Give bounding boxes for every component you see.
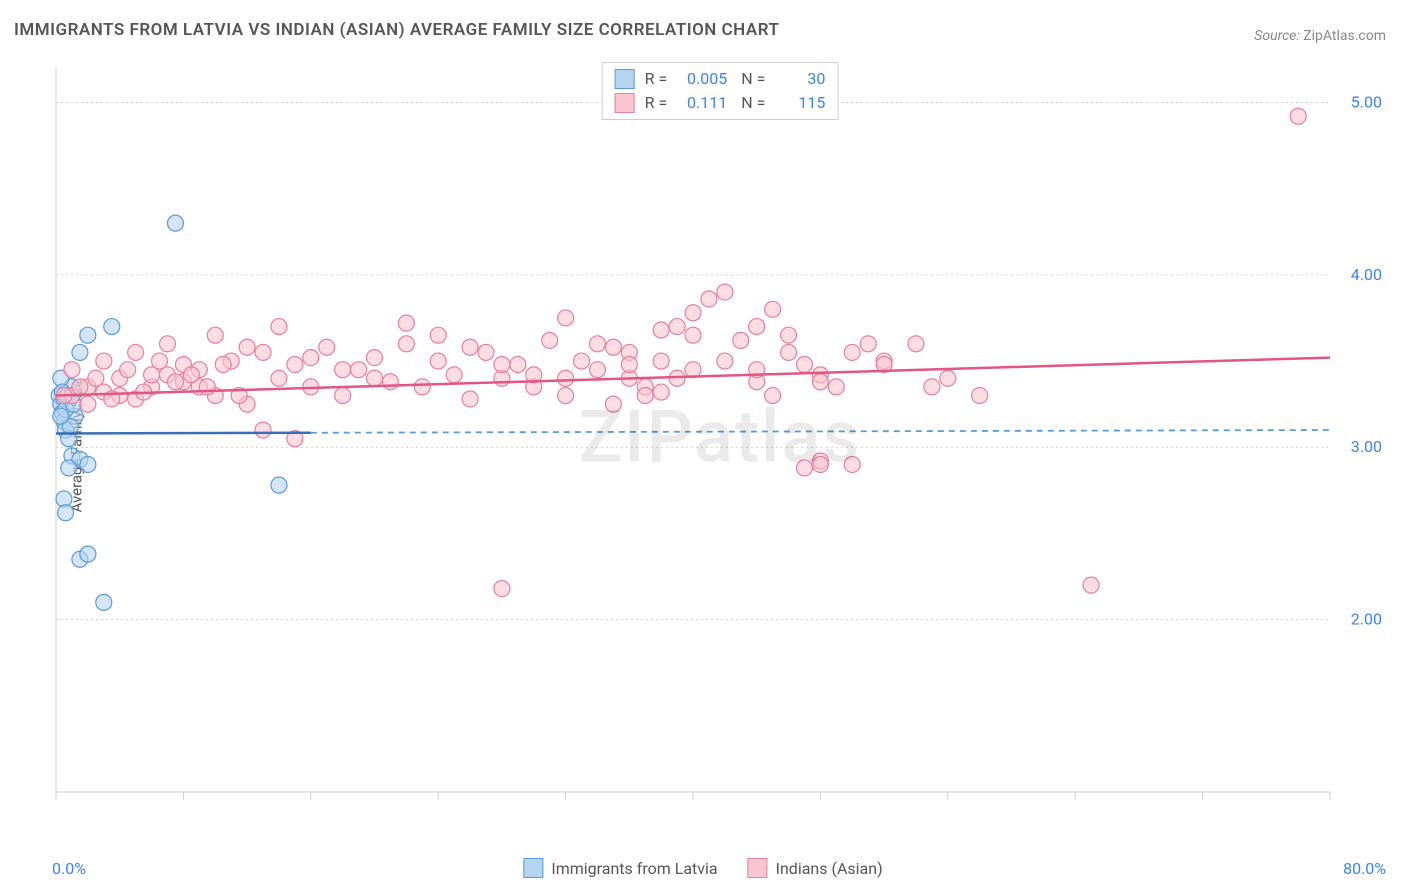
swatch-latvia xyxy=(615,69,635,89)
r-value-latvia: 0.005 xyxy=(677,67,727,91)
svg-text:2.00: 2.00 xyxy=(1351,610,1382,629)
scatter-plot: 2.00 3.00 4.00 5.00 xyxy=(50,62,1390,812)
legend-swatch-indian xyxy=(748,858,768,878)
correlation-legend: R =0.005 N =30 R =0.111 N =115 xyxy=(602,62,839,120)
legend-swatch-latvia xyxy=(523,858,543,878)
svg-text:5.00: 5.00 xyxy=(1351,92,1382,111)
x-axis-min-label: 0.0% xyxy=(52,859,86,878)
r-value-indian: 0.111 xyxy=(677,91,727,115)
n-value-indian: 115 xyxy=(775,91,825,115)
correlation-row-latvia: R =0.005 N =30 xyxy=(615,67,826,91)
n-value-latvia: 30 xyxy=(775,67,825,91)
legend-item-indian: Indians (Asian) xyxy=(748,858,883,878)
source-attribution: Source: ZipAtlas.com xyxy=(1254,28,1386,44)
svg-text:3.00: 3.00 xyxy=(1351,437,1382,456)
svg-text:4.00: 4.00 xyxy=(1351,265,1382,284)
source-label: Source: xyxy=(1254,28,1299,44)
legend-item-latvia: Immigrants from Latvia xyxy=(523,858,717,878)
swatch-indian xyxy=(615,93,635,113)
legend-label-latvia: Immigrants from Latvia xyxy=(551,859,717,878)
chart-title: IMMIGRANTS FROM LATVIA VS INDIAN (ASIAN)… xyxy=(14,20,779,40)
source-site: ZipAtlas.com xyxy=(1303,28,1386,44)
correlation-row-indian: R =0.111 N =115 xyxy=(615,91,826,115)
legend-label-indian: Indians (Asian) xyxy=(776,859,883,878)
series-legend: Immigrants from Latvia Indians (Asian) xyxy=(523,858,882,878)
x-axis-max-label: 80.0% xyxy=(1343,859,1386,878)
chart-area: R =0.005 N =30 R =0.111 N =115 2.00 3.00 4… xyxy=(50,62,1390,812)
